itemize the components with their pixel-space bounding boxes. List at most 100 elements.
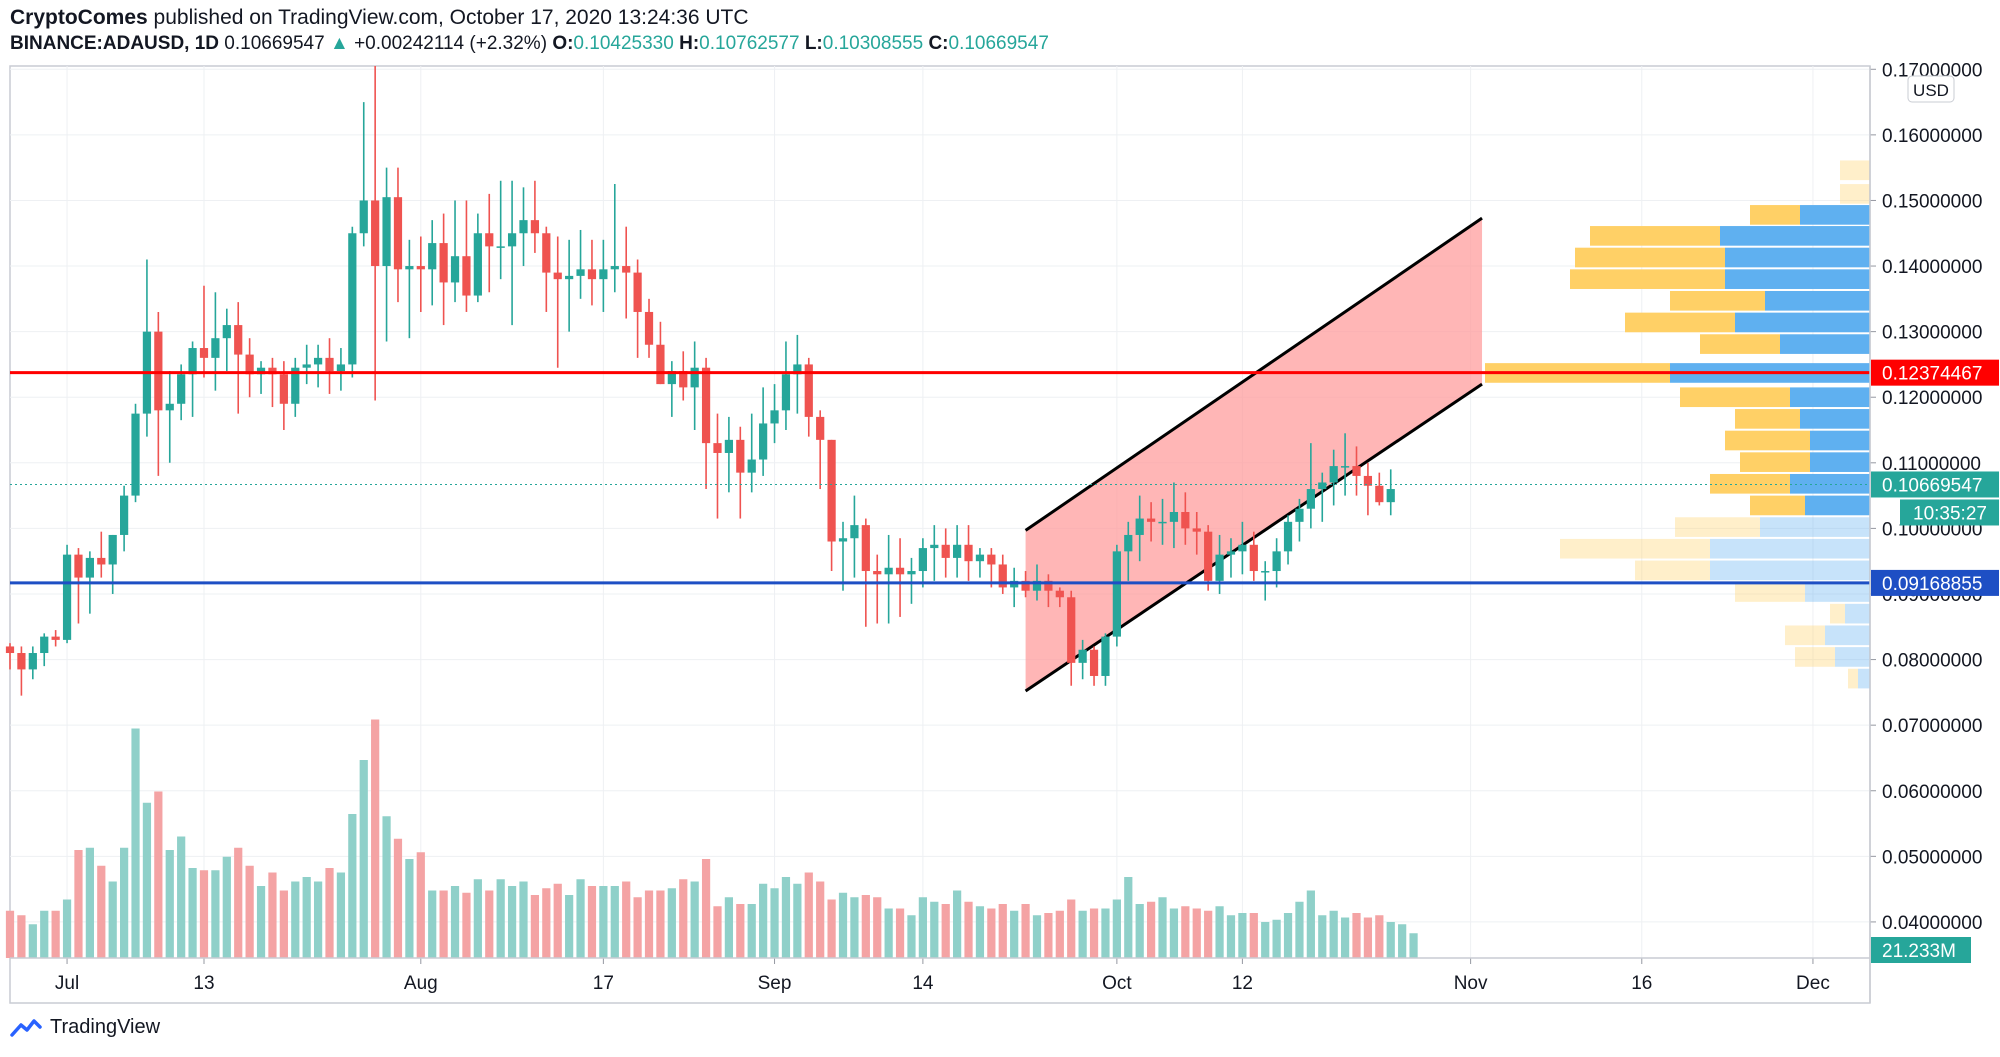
- candle-body: [325, 357, 334, 371]
- candle-body: [622, 266, 631, 273]
- volume-bar-up: [142, 802, 152, 958]
- candle-body: [108, 534, 117, 565]
- candle-body: [1089, 649, 1099, 676]
- candle-body: [565, 275, 574, 280]
- profile-down-bar: [1805, 495, 1870, 516]
- profile-up-bar: [1575, 247, 1725, 268]
- volume-bar-down: [873, 897, 882, 958]
- volume-bar-down: [861, 895, 870, 958]
- profile-up-bar: [1785, 625, 1825, 646]
- volume-bar-up: [256, 886, 266, 958]
- candle-up: [473, 213, 482, 303]
- time-axis[interactable]: Jul 13 Aug 17 Sep 14 Oct 12 Nov 16 Dec: [10, 957, 1870, 994]
- candle-down: [861, 518, 870, 627]
- candle-body: [656, 344, 665, 385]
- x-tick-label: Jul: [55, 973, 79, 994]
- profile-up-bar: [1635, 560, 1710, 581]
- candle-down: [1181, 492, 1190, 545]
- volume-bar-up: [850, 897, 859, 958]
- horizontal-levels[interactable]: [10, 371, 1870, 585]
- volume-bar-down: [97, 865, 106, 958]
- high-value: 0.10762577: [699, 33, 800, 54]
- support-price-label: 0.09168855: [1882, 574, 1982, 595]
- candle-up: [667, 361, 676, 417]
- profile-up-bar: [1590, 226, 1720, 246]
- candle-body: [781, 374, 791, 411]
- candle-up: [850, 495, 859, 578]
- y-tick-label: 0.06000000: [1882, 782, 1982, 803]
- channel-upper-line: [1024, 216, 1483, 532]
- candle-down: [713, 413, 722, 519]
- x-tick-label: Nov: [1454, 973, 1488, 994]
- candle-body: [724, 439, 734, 453]
- volume-bar-up: [120, 847, 129, 958]
- candle-up: [1112, 544, 1121, 647]
- profile-down-bar: [1760, 517, 1870, 537]
- volume-bar-up: [884, 908, 893, 958]
- chart-frame: [9, 65, 1871, 1004]
- volume-bar-down: [74, 850, 83, 958]
- volume-bar-down: [804, 872, 813, 958]
- candle-up: [1238, 521, 1247, 575]
- volume-bar-down: [439, 890, 448, 958]
- volume-bar-up: [1215, 906, 1224, 958]
- candle-body: [1375, 485, 1384, 503]
- candle-body: [1124, 534, 1133, 552]
- profile-up-bar: [1625, 312, 1735, 333]
- volume-bar-down: [530, 895, 540, 958]
- volume-bar-down: [279, 890, 288, 958]
- candle-body: [17, 653, 26, 670]
- candle-body: [1306, 489, 1315, 509]
- tradingview-logo[interactable]: TradingView: [10, 1016, 160, 1039]
- candle-up: [291, 357, 300, 417]
- volume-bar-down: [416, 852, 425, 958]
- candle-up: [1306, 443, 1315, 529]
- candle-down: [1375, 472, 1384, 506]
- profile-up-bar: [1840, 160, 1870, 181]
- candle-up: [313, 344, 323, 388]
- candle-up: [907, 557, 916, 604]
- candle-down: [622, 226, 631, 319]
- candle-down: [679, 351, 688, 401]
- price-axis[interactable]: 0.17000000 0.16000000 0.15000000 0.14000000…: [1869, 60, 1982, 1003]
- volume-bar-up: [724, 897, 734, 958]
- volume-bar-up: [1261, 922, 1270, 958]
- candle-body: [861, 525, 870, 572]
- volume-bar-down: [713, 906, 722, 958]
- candle-body: [188, 348, 197, 375]
- volume-bar-up: [667, 888, 676, 958]
- profile-down-bar: [1720, 226, 1870, 246]
- candle-body: [1283, 521, 1293, 552]
- candle-down: [462, 200, 471, 312]
- volume-bar-up: [1329, 910, 1338, 958]
- volume-bar-down: [1044, 913, 1053, 958]
- candle-body: [382, 197, 391, 267]
- candle-body: [964, 544, 973, 562]
- volume-bar-down: [987, 908, 996, 958]
- candle-body: [701, 367, 711, 444]
- candle-body: [51, 636, 60, 640]
- candle-down: [268, 357, 277, 408]
- candle-up: [770, 384, 779, 444]
- volume-bar-down: [816, 881, 825, 958]
- volume-bar-up: [313, 881, 323, 958]
- candle-body: [953, 544, 962, 558]
- volume-bar-up: [1283, 913, 1293, 958]
- profile-up-bar: [1725, 430, 1810, 451]
- candle-body: [542, 233, 551, 273]
- publisher-name[interactable]: CryptoComes: [10, 6, 148, 29]
- candle-body: [97, 557, 106, 565]
- candle-body: [496, 246, 505, 248]
- close-value: 0.10669547: [948, 33, 1049, 54]
- candle-up: [1283, 515, 1293, 565]
- candle-body: [1340, 466, 1350, 468]
- volume-bar-down: [17, 915, 26, 958]
- candle-up: [793, 334, 802, 414]
- volume-bar-down: [1249, 913, 1258, 958]
- candle-up: [1078, 639, 1087, 680]
- candle-down: [1192, 512, 1201, 555]
- candle-body: [838, 538, 848, 542]
- candle-body: [1215, 554, 1224, 581]
- volume-bar-up: [428, 890, 437, 958]
